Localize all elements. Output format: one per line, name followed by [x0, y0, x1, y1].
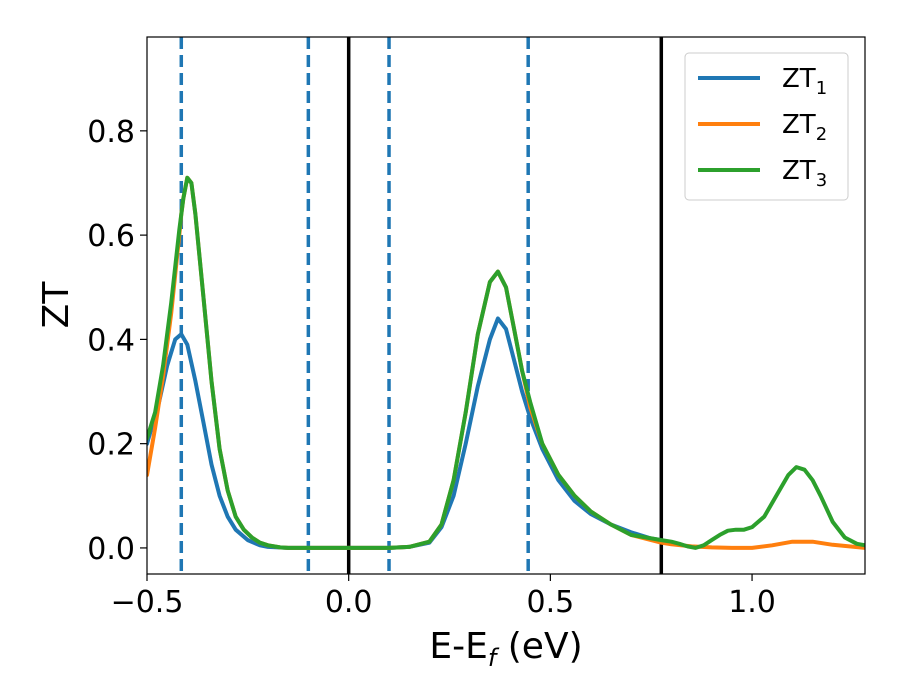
- x-axis-title-unit: (eV): [496, 626, 582, 667]
- y-axis-title: ZT: [36, 281, 77, 329]
- y-tick-label: 0.4: [87, 323, 135, 358]
- y-tick-label: 0.0: [87, 532, 135, 567]
- reference-lines: [179, 37, 664, 574]
- x-tick-label: 1.0: [728, 585, 776, 620]
- series-line-zt3: [147, 175, 865, 550]
- legend-box: [684, 52, 849, 201]
- x-tick-label: 0.5: [527, 585, 575, 620]
- legend-label: ZT3: [782, 156, 827, 191]
- y-tick-label: 0.2: [87, 428, 135, 463]
- x-axis-ticks: −0.5 0.0 0.5 1.0: [111, 574, 776, 620]
- x-axis-title: E-Ef (eV): [429, 626, 582, 672]
- plot-frame: [146, 36, 866, 575]
- legend: ZT1 ZT2 ZT3: [684, 52, 849, 201]
- y-tick-label: 0.6: [87, 219, 135, 254]
- x-tick-label: 0.0: [325, 585, 373, 620]
- legend-label: ZT2: [782, 110, 827, 145]
- y-axis-ticks: 0.0 0.2 0.4 0.6 0.8: [87, 115, 147, 567]
- y-tick-label: 0.8: [87, 115, 135, 150]
- x-tick-label: −0.5: [111, 585, 184, 620]
- legend-label: ZT1: [782, 64, 827, 99]
- series-lines: [147, 175, 865, 550]
